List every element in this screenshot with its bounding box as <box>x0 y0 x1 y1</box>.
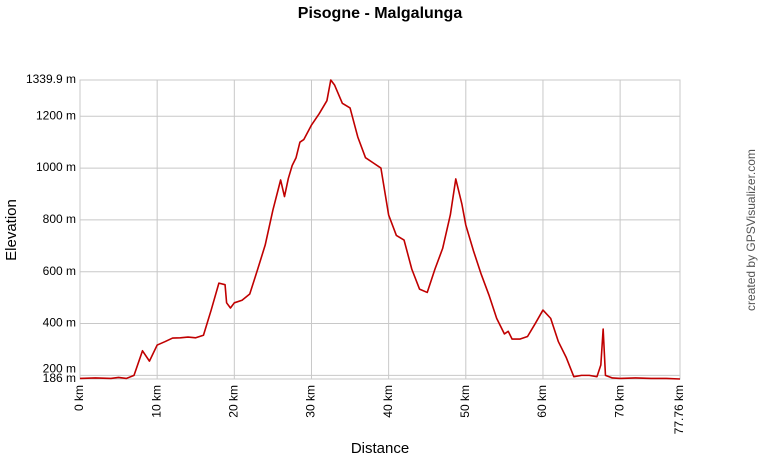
x-tick-label: 70 km <box>612 385 626 418</box>
x-tick-label: 77.76 km <box>672 385 686 434</box>
elevation-line <box>79 79 681 380</box>
chart-title: Pisogne - Malgalunga <box>298 5 463 22</box>
x-tick-label: 50 km <box>458 385 472 418</box>
y-tick-label: 1200 m <box>36 108 76 122</box>
x-tick-label: 40 km <box>381 385 395 418</box>
y-tick-label: 186 m <box>43 371 76 385</box>
x-tick-label: 10 km <box>149 385 163 418</box>
plot-area <box>79 79 681 380</box>
y-tick-label: 200 m <box>43 362 76 376</box>
x-tick-label: 20 km <box>226 385 240 418</box>
y-tick-label: 1000 m <box>36 160 76 174</box>
x-tick-label: 30 km <box>304 385 318 418</box>
credit: created by GPSVisualizer.com <box>744 149 758 311</box>
y-tick-label: 600 m <box>43 264 76 278</box>
y-tick-label: 1339.9 m <box>26 72 76 86</box>
y-tick-label: 400 m <box>43 316 76 330</box>
x-tick-label: 60 km <box>535 385 549 418</box>
x-axis-label: Distance <box>351 440 409 457</box>
y-tick-label: 800 m <box>43 212 76 226</box>
x-tick-label: 0 km <box>72 385 86 411</box>
y-axis-label: Elevation <box>3 199 20 261</box>
